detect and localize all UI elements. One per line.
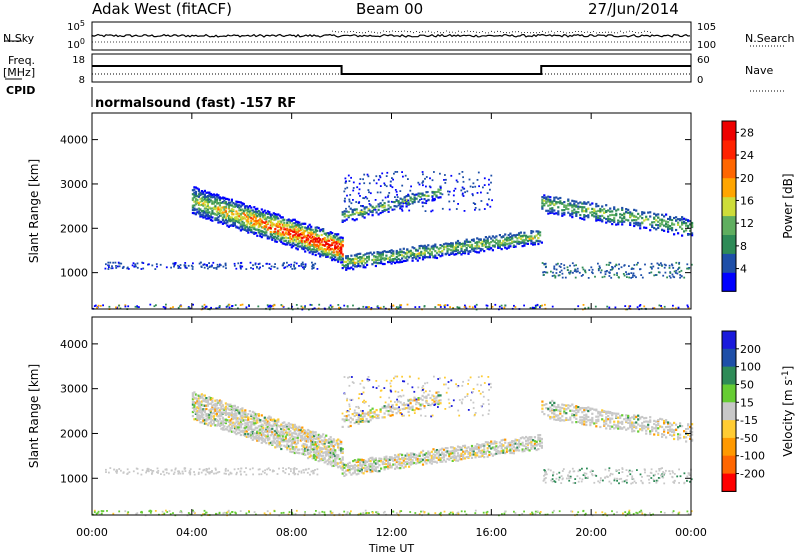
velocity-panel-ylabel: Slant Range [km] xyxy=(27,364,41,468)
velocity-scatter-late xyxy=(542,467,693,485)
nsearch-tick-bottom: 100 xyxy=(697,40,716,51)
power-panel-ytick-label-0: 1000 xyxy=(60,267,88,280)
power-colorbar-title: Power [dB] xyxy=(781,173,795,238)
velocity-colorbar-label-6: -100 xyxy=(740,450,765,463)
velocity-colorbar-segment-2 xyxy=(722,366,736,385)
nsky-trace xyxy=(91,33,691,38)
velocity-colorbar-segment-0 xyxy=(722,331,736,350)
cpid-label: CPID xyxy=(6,84,36,97)
velocity-panel-ytick-label-2: 3000 xyxy=(60,383,88,396)
velocity-colorbar-label-1: 100 xyxy=(740,361,761,374)
power-colorbar-label-0: 4 xyxy=(740,263,747,276)
station-title: Adak West (fitACF) xyxy=(92,0,232,18)
xtick-label-3: 12:00 xyxy=(376,526,408,539)
velocity-panel-ytick-label-1: 2000 xyxy=(60,427,88,440)
power-scatter-late xyxy=(541,261,693,279)
power-colorbar-segment-6 xyxy=(722,158,736,179)
nave-tick-bottom: 0 xyxy=(697,75,703,86)
freq-strip-frame xyxy=(91,53,692,83)
nsky-tick-top: 105 xyxy=(67,19,85,33)
velocity-series-upper xyxy=(341,391,442,428)
power-colorbar-segment-1 xyxy=(722,253,736,273)
freq-tick-bottom: 8 xyxy=(79,75,85,86)
nsearch-trace xyxy=(332,30,651,34)
nave-label: Nave xyxy=(745,64,774,77)
power-colorbar-label-2: 12 xyxy=(740,217,754,230)
cpid-text: normalsound (fast) -157 RF xyxy=(95,96,297,111)
power-scatter-low xyxy=(104,261,319,270)
freq-unit-label: [MHz] xyxy=(3,66,36,79)
power-series-late xyxy=(541,194,694,237)
beam-title: Beam 00 xyxy=(356,0,424,18)
velocity-colorbar-label-5: -50 xyxy=(740,432,758,445)
power-panel-ylabel: Slant Range [km] xyxy=(27,159,41,263)
power-colorbar-segment-4 xyxy=(722,196,736,217)
power-series-lower xyxy=(341,230,543,271)
velocity-colorbar-segment-3 xyxy=(722,384,736,403)
velocity-colorbar-segment-1 xyxy=(722,348,736,368)
power-colorbar-label-4: 20 xyxy=(740,172,754,185)
xtick-label-0: 00:00 xyxy=(76,526,108,539)
velocity-colorbar-title: Velocity [m s-1] xyxy=(781,366,795,457)
power-colorbar-segment-2 xyxy=(722,234,736,254)
xtick-label-4: 16:00 xyxy=(475,526,507,539)
velocity-series-late xyxy=(541,399,694,443)
velocity-colorbar-segment-6 xyxy=(722,437,736,457)
xtick-label-1: 04:00 xyxy=(176,526,208,539)
power-colorbar-segment-5 xyxy=(722,177,736,198)
velocity-colorbar-label-7: -200 xyxy=(740,468,765,481)
power-panel-ytick-label-1: 2000 xyxy=(60,222,88,235)
velocity-series-main xyxy=(191,391,344,471)
power-scatter-mid xyxy=(343,171,493,213)
velocity-colorbar-segment-4 xyxy=(722,402,736,421)
power-colorbar-frame xyxy=(721,120,737,292)
power-panel-ytick-label-3: 4000 xyxy=(60,134,88,147)
velocity-panel-ytick-label-0: 1000 xyxy=(60,472,88,485)
power-colorbar xyxy=(721,120,739,292)
power-panel-ytick-label-2: 3000 xyxy=(60,178,88,191)
power-colorbar-label-5: 24 xyxy=(740,149,754,162)
x-axis-label: Time UT xyxy=(368,542,414,554)
nsky-tick-bottom: 100 xyxy=(67,37,85,51)
nsearch-tick-top: 105 xyxy=(697,22,716,33)
velocity-colorbar-outline xyxy=(721,330,737,492)
velocity-panel-ytick-label-3: 4000 xyxy=(60,338,88,351)
velocity-series-lower xyxy=(341,434,543,477)
velocity-colorbar-segment-5 xyxy=(722,420,736,439)
nsky-label: N.Sky xyxy=(3,32,35,45)
velocity-colorbar-label-3: 15 xyxy=(740,396,754,409)
power-colorbar-label-1: 8 xyxy=(740,240,747,253)
power-colorbar-label-6: 28 xyxy=(740,126,754,139)
power-colorbar-segment-0 xyxy=(722,272,736,292)
freq-trace xyxy=(92,65,691,75)
power-colorbar-segment-8 xyxy=(722,121,736,141)
velocity-colorbar-segment-7 xyxy=(722,455,736,474)
velocity-scatter-mid xyxy=(341,375,492,418)
velocity-colorbar-label-2: 50 xyxy=(740,378,754,391)
velocity-colorbar-segment-8 xyxy=(722,473,736,492)
nsearch-label: N.Search xyxy=(745,32,795,45)
xtick-label-5: 20:00 xyxy=(575,526,607,539)
freq-label: Freq. xyxy=(8,54,36,67)
noise-strip-frame xyxy=(91,21,692,51)
power-colorbar-segment-3 xyxy=(722,215,736,235)
power-colorbar-label-3: 16 xyxy=(740,194,754,207)
velocity-scatter-low xyxy=(105,467,319,476)
xtick-label-2: 08:00 xyxy=(276,526,308,539)
xtick-label-6: 00:00 xyxy=(675,526,707,539)
velocity-colorbar-label-4: -15 xyxy=(740,414,758,427)
date-title: 27/Jun/2014 xyxy=(588,0,679,18)
power-series-main xyxy=(191,186,344,264)
freq-tick-top: 18 xyxy=(72,55,85,66)
velocity-colorbar-label-0: 200 xyxy=(740,343,761,356)
power-colorbar-segment-7 xyxy=(722,139,736,160)
nave-tick-top: 60 xyxy=(697,55,710,66)
power-series-upper xyxy=(341,185,442,223)
